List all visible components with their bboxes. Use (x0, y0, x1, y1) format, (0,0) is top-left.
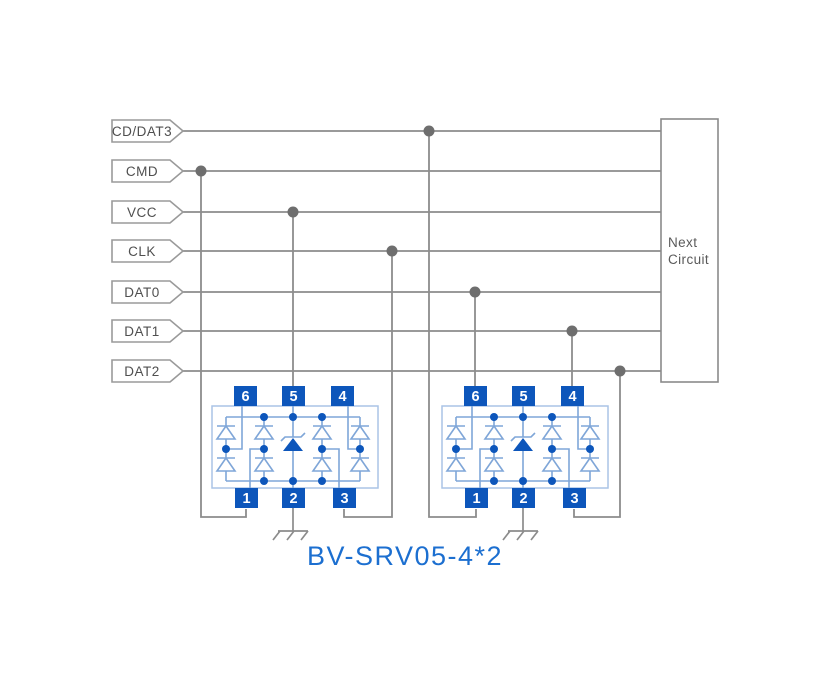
branch-wire-to-chip2-pin1 (428, 131, 477, 518)
signal-label: CD/DAT3 (112, 124, 172, 139)
next-circuit-label-line2: Circuit (668, 252, 709, 267)
chip2-ground (502, 507, 539, 541)
part-number-label: BV-SRV05-4*2 (307, 541, 503, 571)
signal-tag (111, 200, 185, 224)
signal-tag (111, 159, 185, 183)
tvs-chip-1 (211, 385, 379, 509)
signal-row-vcc: VCC (111, 200, 661, 387)
next-circuit-label-line1: Next (668, 235, 697, 250)
signal-tag (111, 119, 185, 143)
next-circuit-block: Next Circuit (660, 118, 719, 383)
signal-label: DAT0 (124, 285, 160, 300)
signal-label: VCC (127, 205, 157, 220)
signal-row-cmd: CMD (111, 159, 661, 518)
junction-dot (386, 245, 398, 257)
signal-row-clk: CLK (111, 239, 661, 518)
signal-row-dat1: DAT1 (111, 319, 661, 387)
signal-label: DAT1 (124, 324, 160, 339)
signal-tag (111, 239, 185, 263)
signal-row-cd-dat3: CD/DAT3 (111, 119, 661, 518)
chip1-ground (272, 507, 309, 541)
branch-wire-to-chip1-pin3 (343, 251, 393, 518)
junction-dot (287, 206, 299, 218)
junction-dot (195, 165, 207, 177)
signal-tag (111, 319, 185, 343)
tvs-chip-2 (441, 385, 609, 509)
branch-wire-to-chip2-pin3 (573, 371, 621, 518)
branch-wire-to-chip1-pin1 (200, 171, 247, 518)
signal-tag (111, 359, 185, 383)
signal-label: DAT2 (124, 364, 160, 379)
next-circuit-box (660, 118, 719, 383)
junction-dot (423, 125, 435, 137)
junction-dot (614, 365, 626, 377)
signal-row-dat0: DAT0 (111, 280, 661, 387)
signal-label: CMD (126, 164, 158, 179)
junction-dot (469, 286, 481, 298)
signal-tag (111, 280, 185, 304)
junction-dot (566, 325, 578, 337)
signal-row-dat2: DAT2 (111, 359, 661, 518)
signal-label: CLK (128, 244, 156, 259)
